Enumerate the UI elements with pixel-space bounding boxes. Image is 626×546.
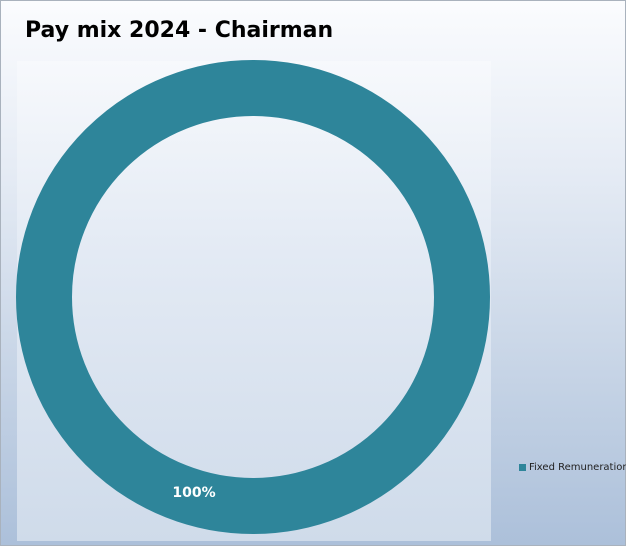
data-label: 100%: [172, 485, 215, 501]
legend-label: Fixed Remuneration: [529, 462, 626, 473]
legend-swatch: [519, 464, 526, 471]
data-labels-group: 100%: [172, 485, 215, 501]
chart-title: Pay mix 2024 - Chairman: [25, 18, 334, 43]
slices-group: [16, 60, 490, 534]
legend: Fixed Remuneration: [519, 462, 626, 473]
donut-slice-fixed-remuneration: [16, 60, 490, 534]
